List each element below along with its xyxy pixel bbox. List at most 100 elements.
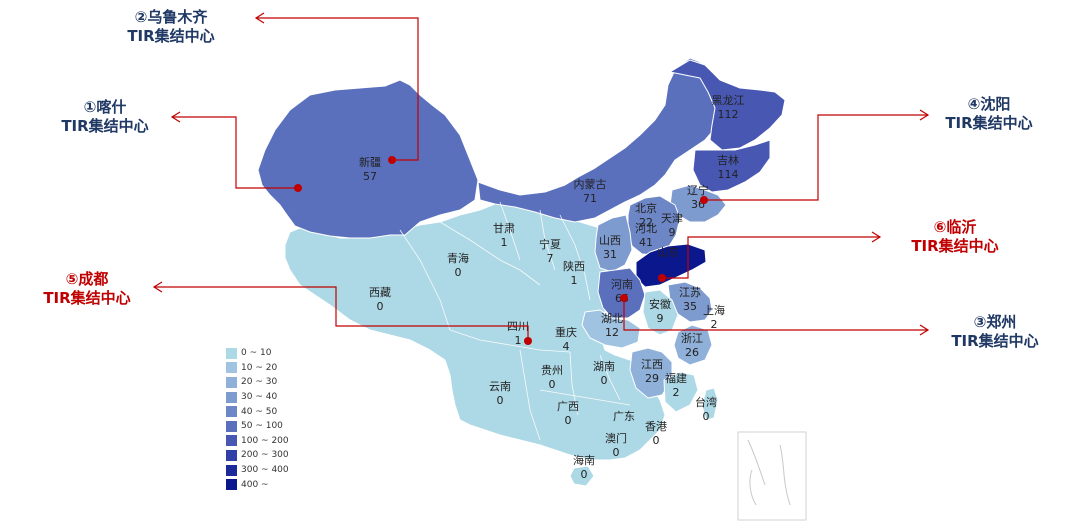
region-hubei[interactable] — [581, 309, 641, 349]
province-value: 7 — [547, 252, 554, 265]
region-xinjiang[interactable] — [257, 79, 479, 239]
legend-row: 0 ~ 10 — [226, 346, 316, 361]
arrow-shenyang — [919, 109, 930, 121]
province-name: 安徽 — [649, 297, 671, 311]
marker-urumqi[interactable] — [388, 156, 396, 164]
callout-linyi-title: ⑥临沂 — [933, 218, 977, 236]
region-hainan[interactable] — [569, 465, 595, 487]
legend-label: 50 ~ 100 — [241, 421, 283, 432]
callout-linyi-suffix: TIR集结中心 — [911, 237, 999, 255]
province-value: 0 — [581, 468, 588, 481]
line-kashgar — [172, 116, 298, 189]
legend-label: 200 ~ 300 — [241, 450, 289, 461]
province-value: 0 — [703, 410, 710, 423]
province-name: 北京 — [635, 201, 657, 215]
province-name: 甘肃 — [493, 222, 515, 235]
province-value: 57 — [363, 170, 377, 183]
region-taiwan[interactable] — [701, 387, 719, 421]
legend-label: 300 ~ 400 — [241, 465, 289, 476]
callout-shenyang-suffix: TIR集结中心 — [945, 114, 1033, 132]
legend-label: 20 ~ 30 — [241, 377, 278, 388]
legend-swatch — [226, 435, 237, 447]
legend-label: 30 ~ 40 — [241, 392, 278, 403]
province-name: 贵州 — [541, 364, 563, 377]
region-heilongjiang[interactable] — [669, 59, 786, 151]
province-name: 吉林 — [717, 153, 739, 167]
province-name: 河北 — [635, 222, 657, 235]
region-jilin[interactable] — [692, 139, 771, 193]
region-light-west — [284, 201, 666, 461]
callout-chengdu-suffix: TIR集结中心 — [43, 289, 131, 307]
arrow-linyi — [871, 231, 882, 243]
callout-zhengzhou-title: ③郑州 — [973, 313, 1017, 331]
province-value: 2 — [711, 318, 718, 331]
province-value: 1 — [515, 334, 522, 347]
province-name: 湖南 — [593, 360, 615, 373]
marker-linyi[interactable] — [658, 274, 666, 282]
region-zhejiang[interactable] — [673, 324, 713, 366]
province-name: 广东 — [613, 410, 635, 423]
legend-label: 400 ~ — [241, 479, 269, 490]
legend-row: 50 ~ 100 — [226, 419, 316, 434]
province-regions — [257, 57, 807, 521]
province-name: 江苏 — [679, 286, 701, 299]
province-value: 1 — [571, 274, 578, 287]
legend-swatch — [226, 464, 237, 476]
province-name: 天津 — [661, 212, 683, 225]
marker-shenyang[interactable] — [700, 196, 708, 204]
arrow-urumqi — [254, 12, 265, 24]
province-name: 内蒙古 — [574, 177, 607, 191]
arrow-chengdu — [152, 281, 163, 293]
legend-swatch — [226, 406, 237, 418]
callout-chengdu-title: ⑤成都 — [65, 270, 109, 288]
arrow-zhengzhou — [919, 324, 930, 336]
province-value: 22 — [639, 216, 653, 229]
line-urumqi — [256, 17, 419, 161]
region-fujian[interactable] — [663, 371, 699, 413]
province-value: 0 — [601, 374, 608, 387]
city-markers — [294, 156, 708, 345]
province-value: 4 — [563, 340, 570, 353]
legend-label: 40 ~ 50 — [241, 406, 278, 417]
region-shanxi[interactable] — [594, 214, 633, 273]
province-value: 71 — [583, 192, 597, 205]
marker-zhengzhou[interactable] — [620, 294, 628, 302]
callout-urumqi-title: ②乌鲁木齐 — [134, 8, 208, 26]
province-value: 0 — [455, 266, 462, 279]
legend-swatch — [226, 347, 237, 359]
province-value: 112 — [718, 108, 739, 121]
province-name: 云南 — [489, 380, 511, 393]
callout-shenyang: ④沈阳 TIR集结中心 — [926, 95, 1052, 133]
marker-chengdu[interactable] — [524, 337, 532, 345]
legend-row: 300 ~ 400 — [226, 463, 316, 478]
region-henan[interactable] — [597, 267, 646, 319]
south-sea-inset — [737, 431, 807, 521]
province-name: 台湾 — [695, 395, 717, 409]
province-value: 35 — [683, 300, 697, 313]
province-value: 12 — [605, 326, 619, 339]
line-shenyang — [704, 114, 928, 201]
province-value: 0 — [613, 446, 620, 459]
south-sea-islands — [747, 439, 791, 506]
callout-arrowheads — [152, 12, 930, 336]
line-linyi — [662, 236, 880, 279]
province-borders — [399, 201, 631, 441]
province-name: 重庆 — [555, 325, 577, 339]
callout-kashgar-title: ①喀什 — [83, 98, 127, 116]
province-name: 西藏 — [369, 286, 391, 299]
callout-zhengzhou-suffix: TIR集结中心 — [951, 332, 1039, 350]
province-name: 青海 — [447, 251, 469, 265]
province-value: 41 — [639, 236, 653, 249]
province-value: 0 — [565, 414, 572, 427]
province-value: 0 — [377, 300, 384, 313]
province-value: 0 — [497, 394, 504, 407]
legend-swatch — [226, 391, 237, 403]
province-name: 福建 — [665, 371, 687, 385]
province-value: 0 — [549, 378, 556, 391]
legend-row: 10 ~ 20 — [226, 361, 316, 376]
province-name: 宁夏 — [539, 237, 561, 251]
marker-kashgar[interactable] — [294, 184, 302, 192]
callout-zhengzhou: ③郑州 TIR集结中心 — [932, 313, 1058, 351]
